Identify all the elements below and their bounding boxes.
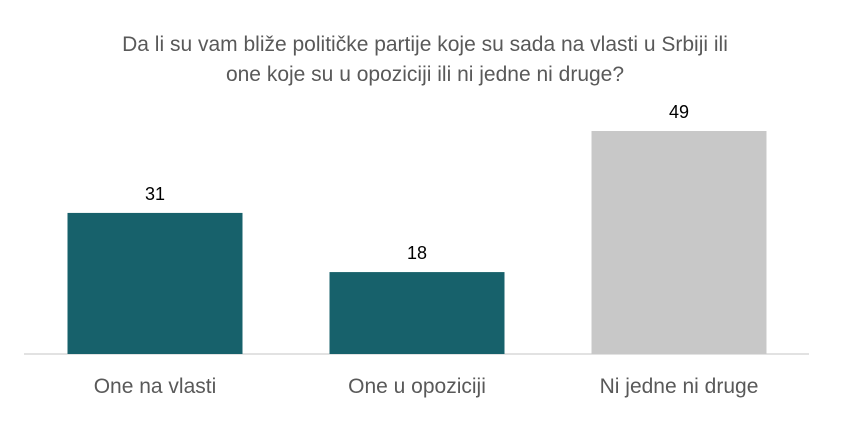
data-label-2: 18 — [407, 243, 427, 263]
bar-1 — [67, 212, 243, 354]
bar-3 — [591, 131, 767, 354]
chart-title-line-2: one koje su u opoziciji ili ni jedne ni … — [225, 63, 625, 86]
category-label-3: Ni jedne ni druge — [600, 375, 759, 398]
data-label-1: 31 — [145, 184, 165, 204]
data-labels-layer: 31 18 49 — [145, 102, 689, 263]
bars-layer — [67, 131, 767, 354]
category-label-1: One na vlasti — [94, 375, 217, 398]
bar-2 — [329, 272, 505, 354]
category-label-2: One u opoziciji — [348, 375, 486, 398]
category-labels-layer: One na vlasti One u opoziciji Ni jedne ni … — [94, 375, 759, 398]
chart-title-line-1: Da li su vam bliže političke partije koj… — [122, 33, 728, 56]
data-label-3: 49 — [669, 102, 689, 122]
